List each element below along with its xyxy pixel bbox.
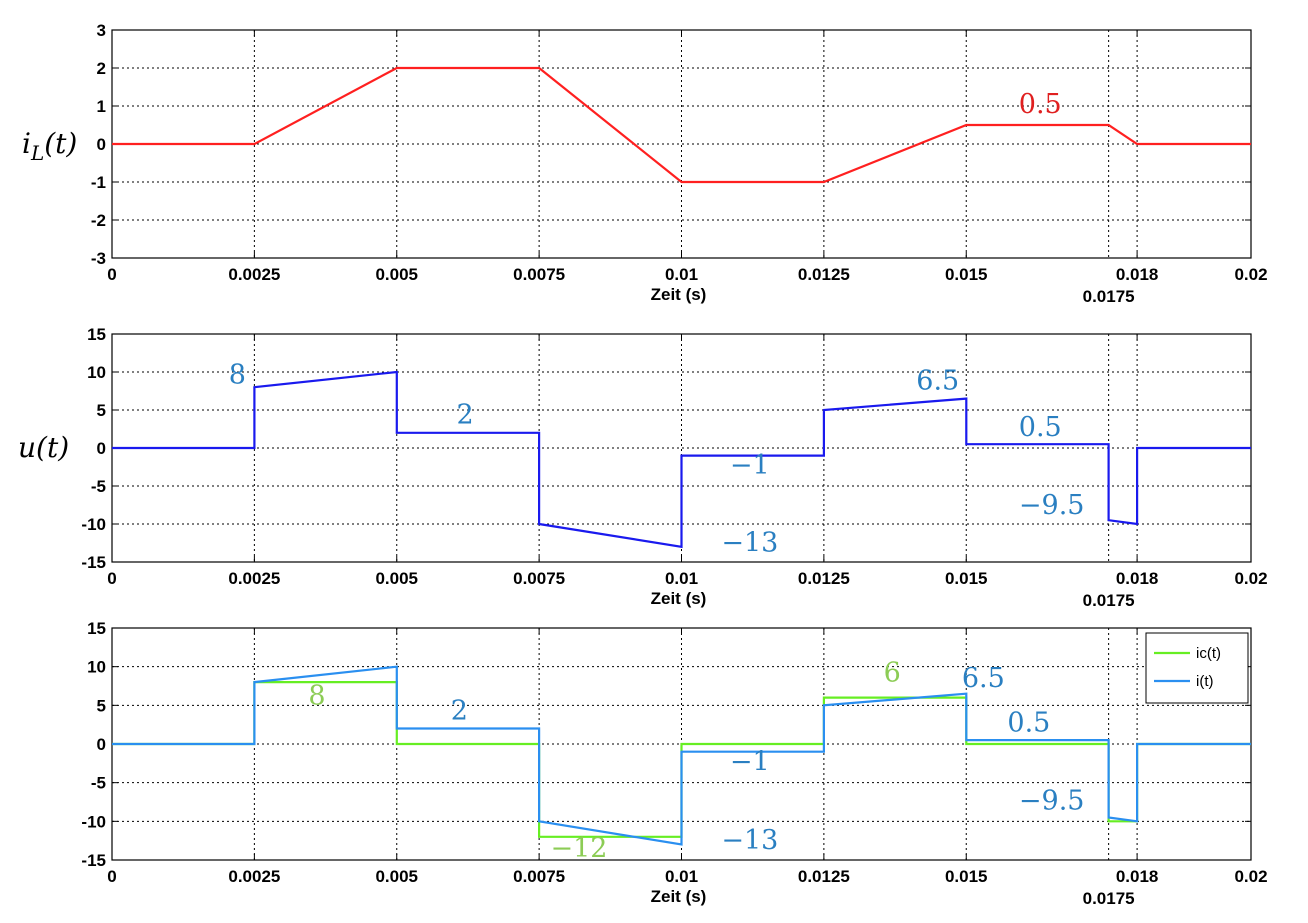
x-tick-label: 0 xyxy=(107,265,116,284)
x-tick-label: 0 xyxy=(107,569,116,588)
data-label: −13 xyxy=(721,825,778,856)
data-label: −1 xyxy=(730,450,770,481)
series-line-1 xyxy=(112,370,1251,549)
y-tick-label: -3 xyxy=(91,249,106,268)
legend-label: i(t) xyxy=(1196,673,1214,690)
y-tick-label: 1 xyxy=(97,97,106,116)
data-label: 2 xyxy=(456,400,473,431)
y-tick-label: -5 xyxy=(91,477,106,496)
x-tick-label: 0.0075 xyxy=(513,265,565,284)
y-tick-label: 0 xyxy=(97,439,106,458)
data-label: 8 xyxy=(229,359,246,390)
data-label: −9.5 xyxy=(1019,786,1085,817)
data-label: −12 xyxy=(550,833,607,864)
x-tick-label: 0.005 xyxy=(375,265,418,284)
y-tick-label: 5 xyxy=(97,401,106,420)
data-label: −1 xyxy=(730,746,770,777)
x-tick-label-extra: 0.0175 xyxy=(1083,287,1135,306)
x-tick-label: 0.01 xyxy=(665,569,698,588)
legend-label: ic(t) xyxy=(1196,645,1221,662)
x-tick-label: 0.015 xyxy=(945,265,988,284)
y-tick-label: 0 xyxy=(97,735,106,754)
y-tick-label: -15 xyxy=(81,851,106,870)
x-tick-label: 0.0125 xyxy=(798,265,850,284)
x-tick-label: 0.02 xyxy=(1234,569,1267,588)
data-label: 0.5 xyxy=(1007,708,1050,739)
chart-panel-3: 0 0.0025 0.005 0.0075 0.01 0.0125 0.015 0.018 0.… xyxy=(81,619,1267,908)
y-tick-label: 0 xyxy=(97,135,106,154)
x-tick-label: 0.0025 xyxy=(228,569,280,588)
y-tick-label: -5 xyxy=(91,774,106,793)
x-tick-label: 0.005 xyxy=(375,867,418,886)
series-line-it xyxy=(112,665,1251,846)
data-label: −13 xyxy=(721,527,778,558)
x-axis-title: Zeit (s) xyxy=(651,285,707,304)
data-label: 6.5 xyxy=(962,663,1005,694)
x-tick-label: 0.01 xyxy=(665,867,698,886)
x-tick-label: 0.0025 xyxy=(228,867,280,886)
x-tick-label: 0.018 xyxy=(1116,569,1159,588)
y-axis-title: iL(t) xyxy=(22,127,77,165)
x-tick-label: 0.02 xyxy=(1234,867,1267,886)
x-axis-title: Zeit (s) xyxy=(651,589,707,608)
x-tick-label-extra: 0.0175 xyxy=(1083,591,1135,610)
series-line-1 xyxy=(112,66,1251,184)
x-tick-label: 0.0025 xyxy=(228,265,280,284)
legend: ic(t) i(t) xyxy=(1145,632,1249,704)
x-tick-label: 0 xyxy=(107,867,116,886)
data-label: 2 xyxy=(451,695,468,726)
x-tick-label: 0.0075 xyxy=(513,569,565,588)
data-label: 6 xyxy=(884,657,901,688)
y-tick-label: 2 xyxy=(97,59,106,78)
x-tick-label: 0.018 xyxy=(1116,867,1159,886)
data-label: 6.5 xyxy=(916,365,959,396)
x-tick-label: 0.015 xyxy=(945,867,988,886)
y-tick-label: 10 xyxy=(87,658,106,677)
legend-box xyxy=(1145,632,1249,704)
y-tick-label: -10 xyxy=(81,515,106,534)
y-tick-label: -10 xyxy=(81,812,106,831)
data-label: 0.5 xyxy=(1019,89,1062,120)
y-tick-label: -2 xyxy=(91,211,106,230)
x-tick-label: 0.018 xyxy=(1116,265,1159,284)
data-label: −9.5 xyxy=(1019,490,1085,521)
y-tick-label: -15 xyxy=(81,553,106,572)
y-tick-label: 10 xyxy=(87,363,106,382)
y-tick-label: -1 xyxy=(91,173,106,192)
data-label: 8 xyxy=(308,681,325,712)
x-tick-label: 0.0075 xyxy=(513,867,565,886)
series-line-ict xyxy=(112,680,1251,838)
x-tick-label: 0.02 xyxy=(1234,265,1267,284)
x-tick-label: 0.01 xyxy=(665,265,698,284)
data-label: 0.5 xyxy=(1019,412,1062,443)
chart-panel-1: 0 0.0025 0.005 0.0075 0.01 0.0125 0.015 0.018 0.… xyxy=(22,21,1268,306)
y-tick-label: 5 xyxy=(97,696,106,715)
y-tick-label: 3 xyxy=(97,21,106,40)
x-tick-label: 0.0125 xyxy=(798,867,850,886)
x-axis-title: Zeit (s) xyxy=(651,887,707,906)
x-tick-label: 0.015 xyxy=(945,569,988,588)
x-tick-label-extra: 0.0175 xyxy=(1083,889,1135,908)
y-axis-title: u(t) xyxy=(18,431,69,464)
y-tick-label: 15 xyxy=(87,325,106,344)
x-tick-label: 0.005 xyxy=(375,569,418,588)
x-tick-label: 0.0125 xyxy=(798,569,850,588)
chart-panel-2: 0 0.0025 0.005 0.0075 0.01 0.0125 0.015 0.018 0.… xyxy=(18,325,1268,610)
y-tick-label: 15 xyxy=(87,619,106,638)
